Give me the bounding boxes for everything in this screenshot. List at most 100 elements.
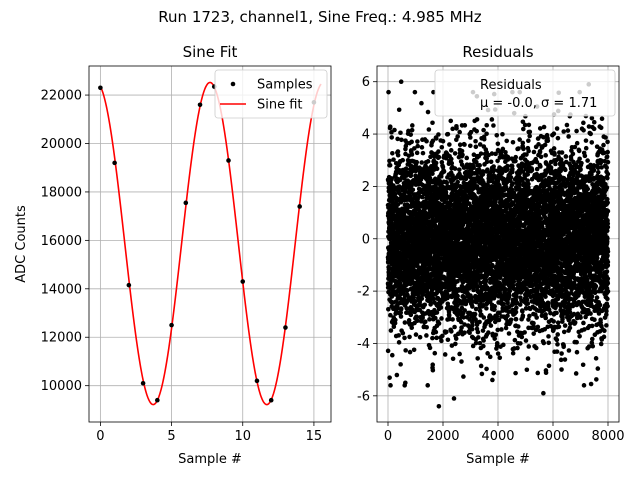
residual-point	[402, 336, 407, 341]
legend-fit-label: Sine fit	[257, 98, 303, 113]
residual-point	[434, 161, 439, 166]
residual-point	[431, 368, 436, 373]
residual-point	[516, 324, 521, 329]
residual-point	[484, 367, 489, 372]
residual-point	[386, 90, 391, 95]
residual-point	[479, 151, 484, 156]
y-tick-label: 18000	[41, 185, 82, 200]
residual-point	[506, 157, 511, 162]
residual-point	[509, 175, 514, 180]
residual-point	[388, 163, 393, 168]
residual-point	[427, 127, 432, 132]
residual-point	[521, 313, 526, 318]
residual-point	[510, 167, 515, 172]
residual-point	[408, 350, 413, 355]
residual-point	[444, 330, 449, 335]
residual-point	[511, 351, 516, 356]
residual-point	[449, 148, 454, 153]
residual-point	[389, 135, 394, 140]
residual-point	[457, 130, 462, 135]
residual-point	[443, 352, 448, 357]
sample-point	[184, 201, 189, 206]
figure-suptitle: Run 1723, channel1, Sine Freq.: 4.985 MH…	[158, 8, 482, 26]
residual-point	[461, 374, 466, 379]
residual-point	[470, 304, 475, 309]
residual-point	[397, 107, 402, 112]
residual-point	[516, 146, 521, 151]
residual-point	[432, 351, 437, 356]
residual-point	[500, 132, 505, 137]
residual-point	[418, 335, 423, 340]
residual-point	[398, 362, 403, 367]
residual-point	[474, 144, 479, 149]
residual-point	[403, 320, 408, 325]
residual-point	[401, 331, 406, 336]
x-tick-label: 0	[96, 429, 104, 444]
panel-title: Sine Fit	[183, 43, 238, 61]
residual-point	[513, 159, 518, 164]
residual-point	[475, 356, 480, 361]
residual-point	[410, 128, 415, 133]
residual-point	[390, 353, 395, 358]
residual-point	[449, 157, 454, 162]
residual-point	[504, 139, 509, 144]
residual-point	[481, 344, 486, 349]
residual-point	[421, 151, 426, 156]
residual-point	[479, 364, 484, 369]
residual-point	[464, 156, 469, 161]
residual-point	[514, 306, 519, 311]
plot-area	[98, 82, 321, 404]
residual-point	[457, 167, 462, 172]
residual-point	[476, 335, 481, 340]
residual-point	[482, 137, 487, 142]
residual-point	[448, 119, 453, 124]
residual-point	[410, 123, 415, 128]
residual-point	[455, 134, 460, 139]
residual-point	[389, 328, 394, 333]
sample-point	[155, 398, 160, 403]
residual-point	[477, 320, 482, 325]
residual-point	[457, 352, 462, 357]
residual-point	[489, 159, 494, 164]
residual-point	[446, 132, 451, 137]
residual-point	[501, 343, 506, 348]
residual-point	[497, 355, 502, 360]
residual-point	[424, 139, 429, 144]
residual-point	[484, 306, 489, 311]
residual-point	[475, 117, 480, 122]
residual-point	[468, 135, 473, 140]
residual-point	[520, 309, 525, 314]
residual-point	[449, 329, 454, 334]
residual-point	[470, 323, 475, 328]
residual-point	[437, 321, 442, 326]
residual-point	[430, 120, 435, 125]
residual-point	[491, 123, 496, 128]
residual-point	[496, 141, 501, 146]
x-tick-label: 5	[167, 429, 175, 444]
legend-samples-marker	[231, 82, 236, 87]
residual-point	[387, 375, 392, 380]
residual-point	[510, 181, 515, 186]
residual-point	[424, 333, 429, 338]
y-tick-label: 22000	[41, 89, 82, 104]
residual-point	[515, 346, 520, 351]
residual-point	[439, 339, 444, 344]
y-tick-label: 12000	[41, 331, 82, 346]
residual-point	[398, 130, 403, 135]
residual-point	[439, 316, 444, 321]
residual-point	[403, 348, 408, 353]
residual-point	[407, 335, 412, 340]
residual-point	[430, 362, 435, 367]
residual-point	[511, 140, 516, 145]
residual-point	[396, 333, 401, 338]
residual-point	[454, 126, 459, 131]
residual-point	[430, 336, 435, 341]
residual-point	[425, 383, 430, 388]
residual-point	[453, 342, 458, 347]
residual-point	[440, 145, 445, 150]
residual-point	[492, 304, 497, 309]
y-tick-label: 16000	[41, 234, 82, 249]
residual-point	[434, 330, 439, 335]
